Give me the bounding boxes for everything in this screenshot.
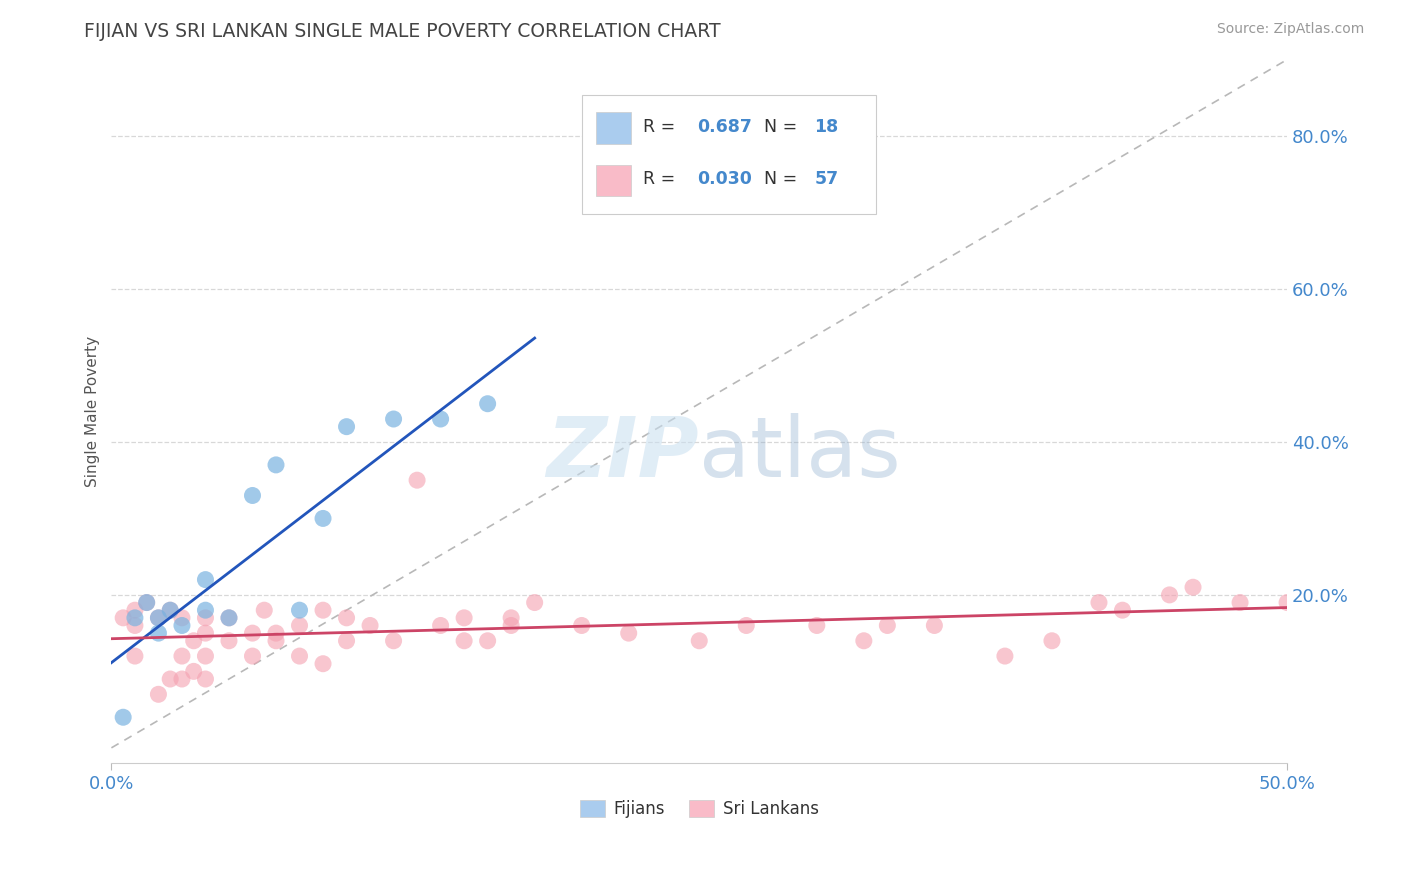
Point xyxy=(148,687,170,701)
Y-axis label: Single Male Poverty: Single Male Poverty xyxy=(86,335,100,487)
Point xyxy=(501,611,523,625)
Point xyxy=(429,618,451,632)
Point xyxy=(312,511,335,525)
Point xyxy=(159,603,181,617)
Point xyxy=(477,397,499,411)
Point xyxy=(335,633,357,648)
Point xyxy=(264,458,287,472)
Point xyxy=(148,626,170,640)
Text: 18: 18 xyxy=(814,118,839,136)
Point xyxy=(218,633,240,648)
Point xyxy=(523,595,546,609)
Point xyxy=(994,649,1017,664)
Bar xyxy=(596,165,631,196)
Point xyxy=(170,618,193,632)
FancyBboxPatch shape xyxy=(582,95,876,214)
Text: 0.687: 0.687 xyxy=(697,118,752,136)
Point xyxy=(312,603,335,617)
Point xyxy=(242,626,264,640)
Point xyxy=(359,618,381,632)
Point xyxy=(159,672,181,686)
Point xyxy=(242,488,264,502)
Text: atlas: atlas xyxy=(699,413,901,494)
Point xyxy=(124,649,146,664)
Point xyxy=(382,633,405,648)
Point xyxy=(194,611,217,625)
Point xyxy=(335,611,357,625)
Point xyxy=(170,649,193,664)
Point xyxy=(124,603,146,617)
Point xyxy=(135,595,157,609)
Text: N =: N = xyxy=(763,118,803,136)
Point xyxy=(688,633,710,648)
Point xyxy=(288,618,311,632)
Point xyxy=(1111,603,1133,617)
Legend: Fijians, Sri Lankans: Fijians, Sri Lankans xyxy=(574,794,825,825)
Point xyxy=(429,412,451,426)
Text: R =: R = xyxy=(643,118,681,136)
Point xyxy=(135,595,157,609)
Text: Source: ZipAtlas.com: Source: ZipAtlas.com xyxy=(1216,22,1364,37)
Point xyxy=(170,611,193,625)
Point xyxy=(112,611,135,625)
Point xyxy=(218,611,240,625)
Point xyxy=(112,710,135,724)
Point xyxy=(194,626,217,640)
Point xyxy=(1040,633,1063,648)
Point xyxy=(382,412,405,426)
Text: 0.030: 0.030 xyxy=(697,170,752,188)
Point xyxy=(194,672,217,686)
Point xyxy=(159,603,181,617)
Point xyxy=(571,618,593,632)
Point xyxy=(501,618,523,632)
Point xyxy=(264,633,287,648)
Text: 57: 57 xyxy=(814,170,838,188)
Point xyxy=(453,633,475,648)
Point xyxy=(1229,595,1251,609)
Text: R =: R = xyxy=(643,170,681,188)
Point xyxy=(148,611,170,625)
Text: FIJIAN VS SRI LANKAN SINGLE MALE POVERTY CORRELATION CHART: FIJIAN VS SRI LANKAN SINGLE MALE POVERTY… xyxy=(84,22,721,41)
Point xyxy=(218,611,240,625)
Point xyxy=(617,626,640,640)
Point xyxy=(242,649,264,664)
Point xyxy=(477,633,499,648)
Point xyxy=(194,649,217,664)
Point xyxy=(1275,595,1298,609)
Point xyxy=(194,573,217,587)
Bar xyxy=(596,112,631,144)
Point xyxy=(735,618,758,632)
Point xyxy=(124,618,146,632)
Point xyxy=(288,603,311,617)
Point xyxy=(876,618,898,632)
Point xyxy=(183,665,205,679)
Point xyxy=(124,611,146,625)
Point xyxy=(148,611,170,625)
Point xyxy=(1159,588,1181,602)
Point xyxy=(924,618,946,632)
Point xyxy=(183,633,205,648)
Point xyxy=(335,419,357,434)
Text: ZIP: ZIP xyxy=(547,413,699,494)
Point xyxy=(194,603,217,617)
Point xyxy=(406,473,429,487)
Point xyxy=(288,649,311,664)
Point xyxy=(806,618,828,632)
Point xyxy=(264,626,287,640)
Point xyxy=(1088,595,1111,609)
Point xyxy=(453,611,475,625)
Point xyxy=(170,672,193,686)
Point xyxy=(852,633,875,648)
Text: N =: N = xyxy=(763,170,803,188)
Point xyxy=(1182,580,1205,594)
Point xyxy=(312,657,335,671)
Point xyxy=(253,603,276,617)
